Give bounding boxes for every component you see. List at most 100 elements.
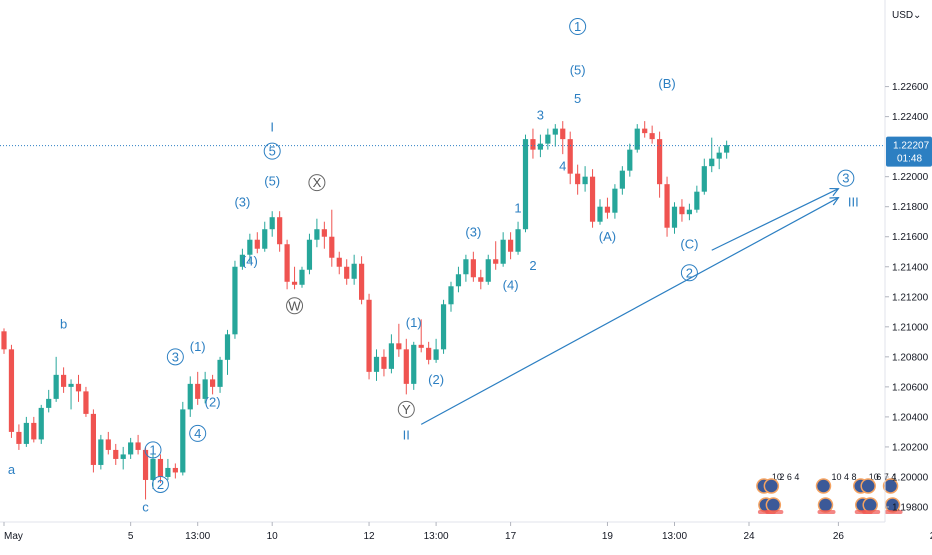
candle-body [649,133,655,140]
wave-label: 2 [529,258,536,273]
wave-label-text: W [288,298,301,313]
wave-label-text: (3) [465,225,481,240]
time-tick-label: 13:00 [662,531,687,542]
price-tick-label: 1.20600 [892,382,929,393]
candle-body [530,139,536,150]
price-axis[interactable]: USD ⌄ 1.22600 1.22400 1.22000 1.21800 1.2160… [885,10,929,513]
wave-label-circle [680,264,698,282]
price-tick-label: 1.22000 [892,172,929,183]
wave-label-text: 4 [194,426,201,441]
candle-10 [75,374,82,402]
candle-body [336,257,342,267]
candle-body [411,344,417,384]
candle-body [671,206,678,228]
candle-11 [83,386,89,417]
candle-body [359,263,365,300]
candle-body [470,259,476,278]
candle-81 [604,197,611,219]
wave-label: (C) [680,237,698,252]
time-axis[interactable]: May 5 13:00 10 12 13:00 17 19 13:00 24 26 28 [3,522,932,542]
bar-countdown: 01:48 [897,154,922,165]
candle-body [247,239,253,255]
candle-body [105,439,111,450]
wave-label-text: (C) [680,237,698,252]
candle-body [589,176,596,222]
candle-body [418,344,424,348]
event-marker[interactable] [882,478,903,514]
candle-84 [627,143,633,177]
wave-label: I [270,120,274,135]
candle-body [463,259,469,275]
candle-73 [545,128,551,150]
candle-body [597,206,603,222]
candle-body [172,467,178,473]
wave-label-text: Y [402,402,411,417]
candle-87 [649,125,655,144]
wave-label-text: 2 [686,265,693,280]
candle-71 [530,128,536,159]
event-flag-icon[interactable] [765,497,782,513]
wave-label: 3 [837,169,855,187]
wave-label: (1) [406,315,422,330]
event-flag-icon[interactable] [862,497,878,513]
event-flag-icon[interactable] [882,478,899,494]
candle-77 [575,164,581,195]
candle-82 [612,184,618,219]
candle-body [373,356,380,372]
wave-label: (A) [599,229,616,244]
candle-body [61,374,67,387]
wave-label-text: 3 [172,349,179,364]
wave-label-text: (2) [428,372,444,387]
wave-label-text: 5 [269,144,276,159]
candle-body [582,176,588,185]
candle-28 [210,374,216,395]
candle-39 [291,266,298,290]
wave-label-circle [397,400,415,418]
wave-label: (B) [658,76,675,91]
event-flag-icon[interactable] [763,478,780,494]
candle-body [694,191,700,210]
candle-body [388,343,394,369]
wave-label: (2) [205,394,221,409]
wave-label-circle [144,441,162,459]
wave-label-text: (3) [234,195,250,210]
candle-body [433,349,439,360]
time-tick-label: 28 [930,531,932,542]
event-marker[interactable]: 2 6 4 [763,472,799,514]
candle-body [291,281,298,285]
candle-75 [560,121,566,155]
wave-label: 5 [263,142,281,160]
wave-label: (1) [190,339,206,354]
candle-33 [247,233,253,263]
event-flag-icon[interactable] [817,497,834,513]
candle-body [269,217,275,230]
event-flag-icon[interactable] [815,478,832,494]
candle-body [552,128,558,135]
candle-37 [277,211,283,252]
wave-label: (5) [264,174,280,189]
wave-label-text: II [403,427,410,442]
price-tick-label: 1.19800 [892,502,929,513]
candle-6 [46,389,52,413]
candle-body [165,467,171,477]
wave-label: 1 [144,441,162,459]
economic-events[interactable]: 102 6 4 10 4 8 106 7 4 [756,472,903,514]
candles-layer [1,121,730,500]
wave-label-text: (5) [264,174,280,189]
price-tick-label: 1.21600 [892,232,929,243]
event-flag-icon[interactable] [860,478,876,494]
event-marker[interactable]: 10 4 8 [815,472,857,514]
event-stripe [817,510,836,514]
price-badge-bg [886,136,932,167]
candle-1 [8,344,15,438]
candle-body [724,145,730,153]
currency-label[interactable]: USD [892,10,913,21]
wave-label-text: a [8,462,16,477]
candle-61 [455,266,462,293]
candle-body [575,173,581,185]
candle-24 [180,401,186,476]
candle-body [46,398,52,408]
candle-95 [709,137,715,173]
